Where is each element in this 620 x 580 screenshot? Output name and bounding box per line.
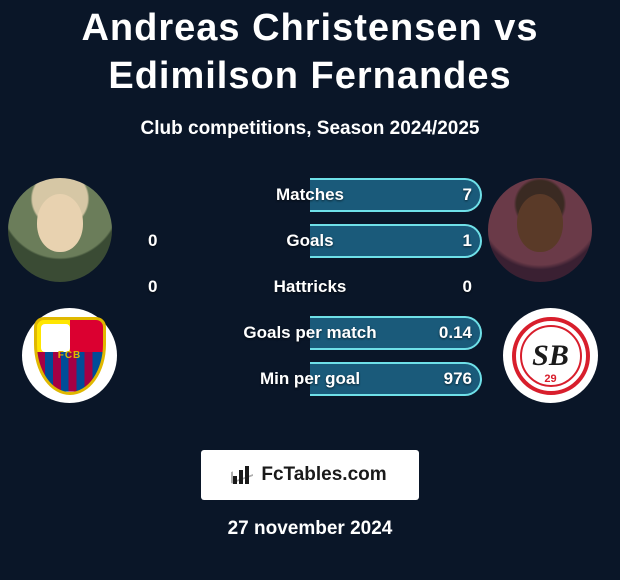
stat-bar xyxy=(138,178,482,212)
stat-bar xyxy=(138,270,482,304)
comparison-subtitle: Club competitions, Season 2024/2025 xyxy=(20,118,600,140)
stat-bar-left xyxy=(138,316,310,350)
comparison-date: 27 november 2024 xyxy=(0,518,620,540)
club-left-badge xyxy=(22,308,117,403)
stat-value-right: 0 xyxy=(463,270,472,304)
stat-value-right: 7 xyxy=(463,178,472,212)
bar-chart-icon xyxy=(233,466,255,484)
stats-area: SB 29 Matches7 0Goals1 0Hattricks0 Goals pe… xyxy=(0,178,620,428)
player-face-placeholder xyxy=(517,194,563,252)
player-right-avatar xyxy=(488,178,592,282)
comparison-title: Andreas Christensen vs Edimilson Fernand… xyxy=(20,5,600,100)
club-right-badge: SB 29 xyxy=(503,308,598,403)
player-face-placeholder xyxy=(37,194,83,252)
stat-rows: Matches7 0Goals1 0Hattricks0 Goals per matc… xyxy=(138,178,482,408)
stat-bar xyxy=(138,362,482,396)
club-right-year: 29 xyxy=(544,373,556,385)
stat-value-left: 0 xyxy=(148,224,157,258)
stat-bar-right xyxy=(310,224,482,258)
stat-row: Goals per match0.14 xyxy=(138,316,482,350)
stat-bar xyxy=(138,224,482,258)
player-left-avatar xyxy=(8,178,112,282)
stat-row: Min per goal976 xyxy=(138,362,482,396)
stat-row: 0Goals1 xyxy=(138,224,482,258)
brest-crest-icon: SB 29 xyxy=(512,317,590,395)
stat-bar-right xyxy=(310,178,482,212)
stat-row: Matches7 xyxy=(138,178,482,212)
stat-value-right: 0.14 xyxy=(439,316,472,350)
stat-value-left: 0 xyxy=(148,270,157,304)
club-right-code: SB xyxy=(532,342,569,369)
barcelona-crest-icon xyxy=(34,317,106,395)
stat-bar-left xyxy=(138,178,310,212)
stat-bar xyxy=(138,316,482,350)
stat-value-right: 976 xyxy=(444,362,472,396)
stat-bar-left xyxy=(138,270,310,304)
brand-text: FcTables.com xyxy=(261,464,386,486)
stat-value-right: 1 xyxy=(463,224,472,258)
stat-bar-left xyxy=(138,224,310,258)
stat-row: 0Hattricks0 xyxy=(138,270,482,304)
stat-bar-left xyxy=(138,362,310,396)
brand-box: FcTables.com xyxy=(201,450,419,500)
stat-bar-right xyxy=(310,270,482,304)
